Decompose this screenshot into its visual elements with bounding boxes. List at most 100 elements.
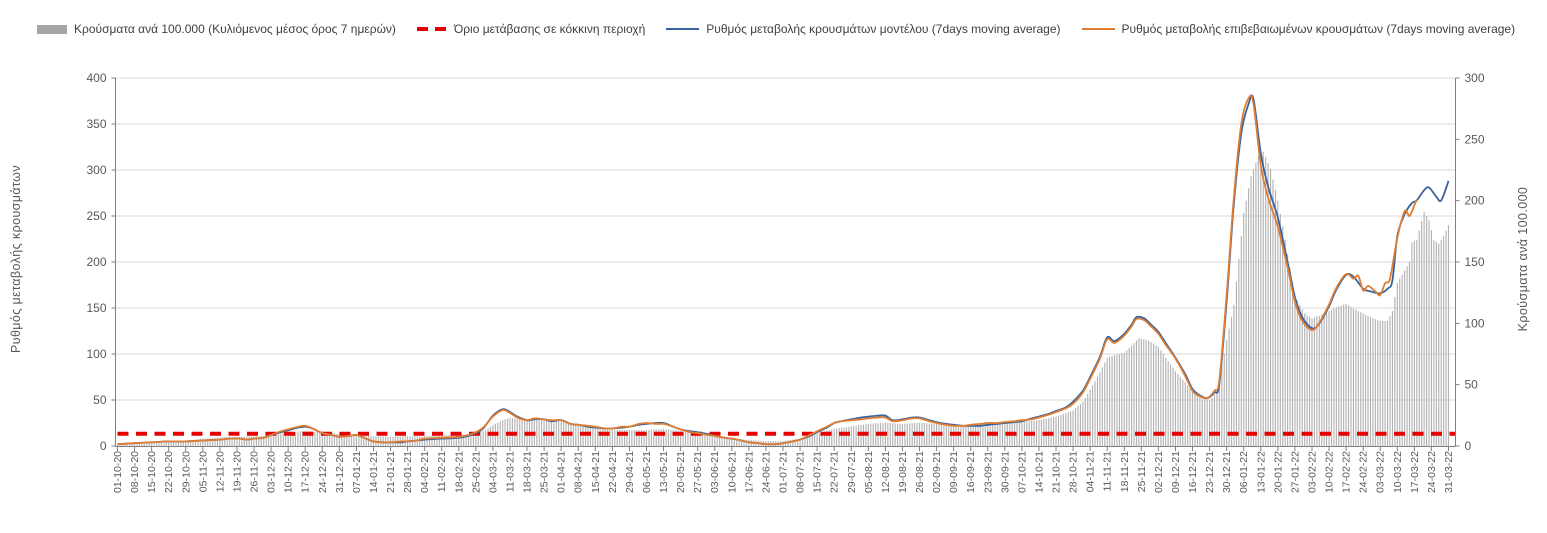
svg-text:23-09-21: 23-09-21 — [982, 451, 994, 493]
svg-text:01-07-21: 01-07-21 — [778, 451, 790, 493]
svg-text:13-01-22: 13-01-22 — [1255, 451, 1267, 493]
svg-text:07-10-21: 07-10-21 — [1016, 451, 1028, 493]
svg-text:03-12-20: 03-12-20 — [266, 451, 278, 493]
legend-label: Όριο μετάβασης σε κόκκινη περιοχή — [453, 22, 646, 36]
svg-text:29-10-20: 29-10-20 — [180, 451, 192, 493]
svg-text:18-02-21: 18-02-21 — [453, 451, 465, 493]
svg-text:200: 200 — [86, 255, 106, 269]
svg-text:350: 350 — [86, 117, 106, 131]
svg-text:05-11-20: 05-11-20 — [197, 451, 209, 492]
svg-text:19-11-20: 19-11-20 — [231, 451, 243, 492]
svg-text:28-01-21: 28-01-21 — [402, 451, 414, 493]
svg-text:06-05-21: 06-05-21 — [641, 451, 653, 493]
svg-text:26-11-20: 26-11-20 — [249, 451, 261, 492]
svg-text:20-05-21: 20-05-21 — [675, 451, 687, 493]
svg-text:50: 50 — [1465, 378, 1479, 392]
svg-text:06-01-22: 06-01-22 — [1238, 451, 1250, 493]
svg-text:15-04-21: 15-04-21 — [590, 451, 602, 493]
legend-label: Ρυθμός μεταβολής επιβεβαιωμένων κρουσμάτ… — [1121, 22, 1516, 36]
svg-text:17-02-22: 17-02-22 — [1341, 451, 1353, 493]
svg-text:300: 300 — [1465, 71, 1485, 85]
legend-item-model-rate: Ρυθμός μεταβολής κρουσμάτων μοντέλου (7d… — [666, 22, 1061, 36]
svg-text:150: 150 — [1465, 255, 1485, 269]
svg-text:04-11-21: 04-11-21 — [1085, 451, 1097, 492]
svg-text:03-02-22: 03-02-22 — [1306, 451, 1318, 493]
svg-text:14-10-21: 14-10-21 — [1033, 451, 1045, 493]
svg-text:15-07-21: 15-07-21 — [812, 451, 824, 493]
legend-item-cases-per-100k: Κρούσματα ανά 100.000 (Κυλιόμενος μέσος … — [37, 22, 396, 36]
svg-text:01-04-21: 01-04-21 — [556, 451, 568, 493]
svg-text:11-03-21: 11-03-21 — [504, 451, 516, 492]
svg-text:05-08-21: 05-08-21 — [863, 451, 875, 493]
svg-text:17-03-22: 17-03-22 — [1409, 451, 1421, 493]
svg-text:24-02-22: 24-02-22 — [1358, 451, 1370, 493]
svg-text:400: 400 — [86, 71, 106, 85]
svg-text:30-12-21: 30-12-21 — [1221, 451, 1233, 493]
svg-text:10-12-20: 10-12-20 — [283, 451, 295, 493]
red-dashed-line-swatch-icon — [416, 27, 447, 31]
svg-text:30-09-21: 30-09-21 — [999, 451, 1011, 493]
svg-text:23-12-21: 23-12-21 — [1204, 451, 1216, 493]
svg-text:17-06-21: 17-06-21 — [743, 451, 755, 493]
svg-text:02-12-21: 02-12-21 — [1153, 451, 1165, 493]
svg-text:29-04-21: 29-04-21 — [624, 451, 636, 493]
svg-text:09-09-21: 09-09-21 — [948, 451, 960, 493]
svg-text:11-11-21: 11-11-21 — [1102, 451, 1114, 492]
legend-label: Κρούσματα ανά 100.000 (Κυλιόμενος μέσος … — [74, 22, 396, 36]
svg-text:24-12-20: 24-12-20 — [317, 451, 329, 493]
svg-text:07-01-21: 07-01-21 — [351, 451, 363, 493]
svg-text:01-10-20: 01-10-20 — [112, 451, 124, 493]
svg-text:11-02-21: 11-02-21 — [436, 451, 448, 492]
svg-text:10-02-22: 10-02-22 — [1324, 451, 1336, 493]
svg-text:21-10-21: 21-10-21 — [1051, 451, 1063, 493]
svg-text:26-08-21: 26-08-21 — [914, 451, 926, 493]
svg-text:09-12-21: 09-12-21 — [1170, 451, 1182, 493]
svg-text:08-10-20: 08-10-20 — [129, 451, 141, 493]
svg-text:22-07-21: 22-07-21 — [829, 451, 841, 493]
gray-bar-swatch-icon — [37, 24, 67, 34]
svg-text:31-12-20: 31-12-20 — [334, 451, 346, 493]
svg-text:100: 100 — [1465, 316, 1485, 330]
svg-text:100: 100 — [86, 347, 106, 361]
legend-item-red-threshold: Όριο μετάβασης σε κόκκινη περιοχή — [416, 22, 646, 36]
svg-text:0: 0 — [1465, 439, 1472, 453]
svg-text:24-06-21: 24-06-21 — [760, 451, 772, 493]
svg-text:10-06-21: 10-06-21 — [726, 451, 738, 493]
legend-label: Ρυθμός μεταβολής κρουσμάτων μοντέλου (7d… — [706, 22, 1061, 36]
svg-text:12-11-20: 12-11-20 — [214, 451, 226, 492]
svg-text:16-12-21: 16-12-21 — [1187, 451, 1199, 493]
svg-text:15-10-20: 15-10-20 — [146, 451, 158, 493]
svg-text:08-04-21: 08-04-21 — [573, 451, 585, 493]
confirmed-rate-line — [117, 94, 1418, 446]
svg-text:03-06-21: 03-06-21 — [709, 451, 721, 493]
svg-text:24-03-22: 24-03-22 — [1426, 451, 1438, 493]
svg-text:25-11-21: 25-11-21 — [1136, 451, 1148, 492]
svg-text:14-01-21: 14-01-21 — [368, 451, 380, 493]
legend-item-confirmed-rate: Ρυθμός μεταβολής επιβεβαιωμένων κρουσμάτ… — [1081, 22, 1516, 36]
svg-text:18-03-21: 18-03-21 — [522, 451, 534, 493]
svg-text:16-09-21: 16-09-21 — [965, 451, 977, 493]
svg-text:22-10-20: 22-10-20 — [163, 451, 175, 493]
svg-text:22-04-21: 22-04-21 — [607, 451, 619, 493]
svg-text:03-03-22: 03-03-22 — [1375, 451, 1387, 493]
svg-text:13-05-21: 13-05-21 — [658, 451, 670, 493]
svg-text:04-03-21: 04-03-21 — [487, 451, 499, 493]
svg-text:250: 250 — [1465, 132, 1485, 146]
orange-line-swatch-icon — [1081, 28, 1115, 30]
svg-text:31-03-22: 31-03-22 — [1443, 451, 1455, 493]
svg-text:25-03-21: 25-03-21 — [539, 451, 551, 493]
svg-text:21-01-21: 21-01-21 — [385, 451, 397, 493]
svg-text:150: 150 — [86, 301, 106, 315]
x-axis-tick-labels: 01-10-20 08-10-20 15-10-20 22-10-20 29-10-20… — [112, 451, 1455, 493]
svg-text:19-08-21: 19-08-21 — [897, 451, 909, 493]
svg-text:28-10-21: 28-10-21 — [1068, 451, 1080, 493]
blue-line-swatch-icon — [666, 28, 700, 30]
svg-text:17-12-20: 17-12-20 — [300, 451, 312, 493]
svg-text:25-02-21: 25-02-21 — [470, 451, 482, 493]
svg-text:200: 200 — [1465, 194, 1485, 208]
svg-text:300: 300 — [86, 163, 106, 177]
svg-text:29-07-21: 29-07-21 — [846, 451, 858, 493]
chart-legend: Κρούσματα ανά 100.000 (Κυλιόμενος μέσος … — [37, 19, 1539, 39]
